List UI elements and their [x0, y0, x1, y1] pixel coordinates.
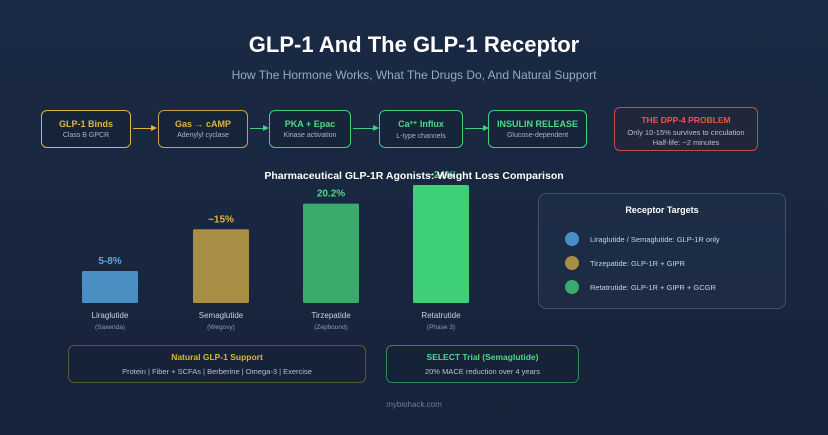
- bar-semaglutide: [193, 229, 249, 303]
- bar-tirzepatide: [303, 203, 359, 303]
- category-label: Semaglutide: [199, 311, 244, 320]
- footer-site: mybiohack.com: [386, 400, 442, 409]
- natural-support-box: Natural GLP-1 Support Protein | Fiber + …: [68, 345, 366, 383]
- receptor-targets-panel: Receptor Targets Liraglutide / Semagluti…: [538, 193, 786, 309]
- step-label: GLP-1 Binds: [58, 119, 113, 129]
- dpp4-problem-line2: Half-life: ~2 minutes: [652, 138, 720, 147]
- brand-label: (Zepbound): [314, 324, 348, 331]
- bar-liraglutide: [82, 271, 138, 303]
- target-item-retatrutide: Retatrutide: GLP-1R + GIPR + GCGR: [565, 279, 716, 295]
- select-trial-text: 20% MACE reduction over 4 years: [424, 367, 541, 376]
- step-sub: Adenylyl cyclase: [177, 132, 229, 139]
- brand-label: (Phase 3): [427, 324, 455, 331]
- category-label: Retatrutide: [421, 311, 461, 320]
- step-gas-camp: Gas → cAMP Adenylyl cyclase: [158, 110, 248, 148]
- category-label: Liraglutide: [92, 311, 129, 320]
- step-label: INSULIN RELEASE: [496, 119, 578, 129]
- bar-value-label: 20.2%: [317, 189, 345, 200]
- target-text: Retatrutide: GLP-1R + GIPR + GCGR: [590, 282, 716, 292]
- natural-support-items: Protein | Fiber + SCFAs | Berberine | Om…: [122, 367, 312, 376]
- target-item-tirzepatide: Tirzepatide: GLP-1R + GIPR: [565, 255, 685, 271]
- target-item-liraglutide-semaglutide: Liraglutide / Semaglutide: GLP-1R only: [565, 231, 720, 247]
- arrow-icon: [250, 124, 269, 131]
- receptor-targets-title: Receptor Targets: [625, 205, 699, 215]
- step-glp1-binds: GLP-1 Binds Class B GPCR: [41, 110, 131, 148]
- page-title: GLP-1 And The GLP-1 Receptor: [248, 32, 580, 57]
- arrow-icon: [353, 124, 379, 131]
- step-sub: Class B GPCR: [62, 132, 110, 139]
- chart-title: Pharmaceutical GLP-1R Agonists: Weight L…: [264, 170, 564, 182]
- select-trial-box: SELECT Trial (Semaglutide) 20% MACE redu…: [386, 345, 579, 383]
- step-label: Ca²⁺ Influx: [398, 119, 444, 129]
- arrow-icon: [465, 124, 489, 131]
- bar-value-label: ~15%: [208, 214, 234, 225]
- weight-loss-chart: 5-8% Liraglutide (Saxenda) ~15% Semaglutide (…: [82, 170, 469, 331]
- dpp4-problem-line1: Only 10-15% survives to circulation: [627, 128, 745, 137]
- step-insulin-release: INSULIN RELEASE Glucose-dependent: [488, 110, 587, 148]
- target-text: Liraglutide / Semaglutide: GLP-1R only: [590, 234, 720, 244]
- arrow-icon: [133, 124, 157, 131]
- legend-swatch-icon: [565, 256, 579, 270]
- select-trial-title: SELECT Trial (Semaglutide): [426, 352, 539, 362]
- legend-swatch-icon: [565, 232, 579, 246]
- step-sub: Kinase activation: [283, 132, 337, 139]
- category-label: Tirzepatide: [311, 311, 351, 320]
- dpp4-problem-box: THE DPP-4 PROBLEM Only 10-15% survives t…: [614, 107, 758, 151]
- step-sub: Glucose-dependent: [506, 132, 569, 139]
- natural-support-title: Natural GLP-1 Support: [171, 352, 263, 362]
- brand-label: (Wegovy): [207, 324, 235, 331]
- step-label: PKA + Epac: [284, 119, 336, 129]
- page-subtitle: How The Hormone Works, What The Drugs Do…: [231, 68, 597, 82]
- bar-value-label: ~24%: [428, 170, 454, 181]
- step-sub: L-type channels: [396, 133, 446, 140]
- legend-swatch-icon: [565, 280, 579, 294]
- bar-value-label: 5-8%: [98, 256, 121, 267]
- step-ca-influx: Ca²⁺ Influx L-type channels: [379, 110, 463, 148]
- step-label: Gas → cAMP: [174, 119, 232, 129]
- brand-label: (Saxenda): [95, 324, 125, 331]
- dpp4-problem-title: THE DPP-4 PROBLEM: [641, 115, 731, 125]
- bar-retatrutide: [413, 185, 469, 303]
- step-pka-epac: PKA + Epac Kinase activation: [269, 110, 351, 148]
- target-text: Tirzepatide: GLP-1R + GIPR: [590, 258, 685, 268]
